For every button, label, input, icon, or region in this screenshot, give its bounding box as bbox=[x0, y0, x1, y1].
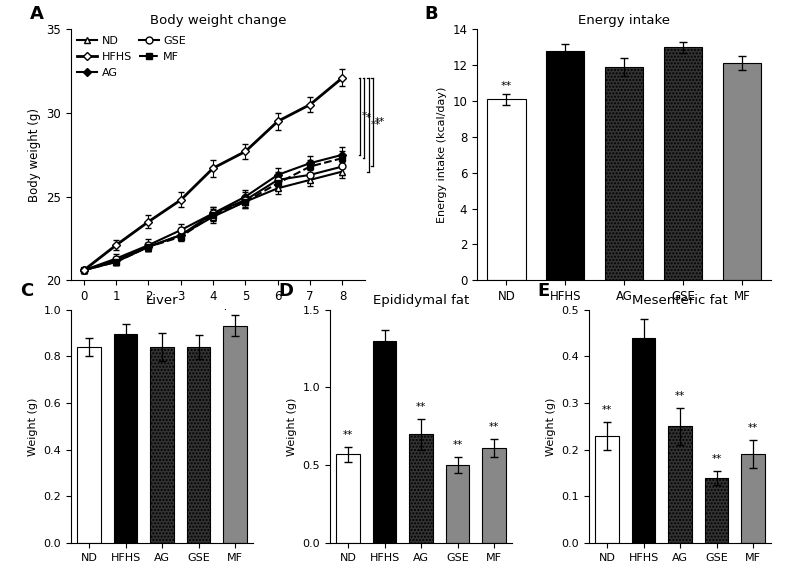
Text: B: B bbox=[424, 5, 438, 23]
Text: **: ** bbox=[371, 120, 381, 130]
Bar bbox=[77, 347, 101, 543]
Y-axis label: Weight (g): Weight (g) bbox=[546, 397, 556, 456]
Legend: ND, HFHS, AG, GSE, MF: ND, HFHS, AG, GSE, MF bbox=[73, 32, 190, 82]
Bar bbox=[546, 51, 585, 280]
Text: A: A bbox=[30, 5, 43, 23]
Text: E: E bbox=[538, 281, 550, 300]
Bar bbox=[704, 478, 729, 543]
Bar bbox=[113, 334, 138, 543]
Bar bbox=[373, 340, 397, 543]
Y-axis label: Weight (g): Weight (g) bbox=[28, 397, 38, 456]
Bar bbox=[187, 347, 210, 543]
Text: D: D bbox=[279, 281, 294, 300]
Bar bbox=[595, 436, 619, 543]
Text: **: ** bbox=[711, 454, 722, 464]
Text: **: ** bbox=[675, 391, 685, 401]
Bar bbox=[445, 465, 469, 543]
Bar bbox=[482, 448, 506, 543]
Y-axis label: Body weight (g): Body weight (g) bbox=[28, 108, 41, 201]
Text: **: ** bbox=[453, 440, 463, 450]
Title: Epididymal fat: Epididymal fat bbox=[373, 294, 469, 307]
Bar bbox=[741, 454, 765, 543]
Bar bbox=[487, 99, 526, 280]
Text: **: ** bbox=[501, 81, 512, 91]
Text: C: C bbox=[20, 281, 33, 300]
Text: **: ** bbox=[375, 117, 385, 127]
Bar bbox=[409, 434, 433, 543]
Title: Energy intake: Energy intake bbox=[578, 13, 670, 27]
X-axis label: weeks: weeks bbox=[198, 308, 238, 322]
Bar bbox=[722, 63, 761, 280]
Bar bbox=[668, 426, 692, 543]
Bar bbox=[632, 338, 656, 543]
Bar bbox=[224, 326, 247, 543]
Text: *: * bbox=[362, 112, 367, 121]
Text: **: ** bbox=[343, 430, 353, 440]
Y-axis label: Energy intake (kcal/day): Energy intake (kcal/day) bbox=[437, 86, 447, 223]
Bar bbox=[150, 347, 174, 543]
Bar bbox=[336, 454, 360, 543]
Bar bbox=[605, 67, 643, 280]
Title: Body weight change: Body weight change bbox=[150, 13, 286, 27]
Bar bbox=[664, 47, 702, 280]
Text: **: ** bbox=[602, 405, 612, 415]
Title: Liver: Liver bbox=[146, 294, 179, 307]
Text: **: ** bbox=[489, 422, 499, 432]
Title: Mesenteric fat: Mesenteric fat bbox=[632, 294, 728, 307]
Text: **: ** bbox=[748, 423, 758, 433]
Text: *: * bbox=[366, 113, 371, 123]
Y-axis label: Weight (g): Weight (g) bbox=[287, 397, 297, 456]
Text: **: ** bbox=[416, 402, 427, 412]
